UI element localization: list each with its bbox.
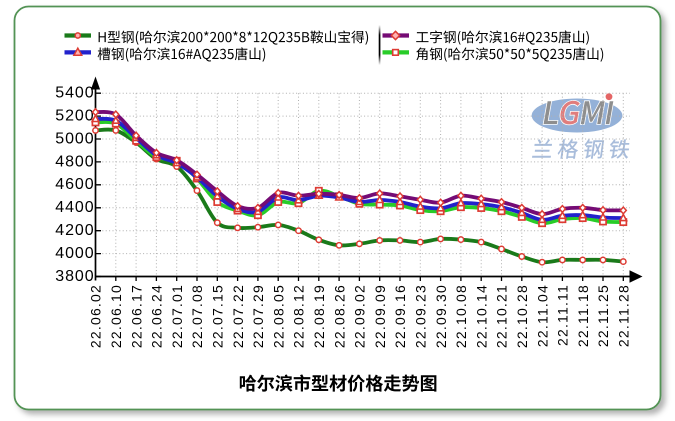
svg-text:22.07.01: 22.07.01 xyxy=(169,284,185,348)
svg-text:22.06.10: 22.06.10 xyxy=(108,284,124,348)
svg-text:3800: 3800 xyxy=(55,268,94,285)
svg-text:22.11.25: 22.11.25 xyxy=(595,284,611,347)
svg-text:22.09.30: 22.09.30 xyxy=(433,284,449,348)
svg-text:4200: 4200 xyxy=(55,222,94,239)
svg-text:5200: 5200 xyxy=(55,108,94,125)
svg-text:22.08.05: 22.08.05 xyxy=(270,284,286,348)
svg-text:22.08.26: 22.08.26 xyxy=(331,284,347,348)
svg-text:22.07.29: 22.07.29 xyxy=(250,284,266,348)
svg-text:22.09.09: 22.09.09 xyxy=(372,284,388,348)
svg-text:22.08.12: 22.08.12 xyxy=(291,284,307,348)
svg-text:22.10.21: 22.10.21 xyxy=(494,284,510,348)
svg-text:4400: 4400 xyxy=(55,199,94,216)
svg-text:5000: 5000 xyxy=(55,130,94,147)
svg-text:22.11.11: 22.11.11 xyxy=(555,284,571,346)
svg-text:22.09.23: 22.09.23 xyxy=(413,284,429,348)
svg-text:22.07.08: 22.07.08 xyxy=(189,284,205,348)
svg-text:22.10.08: 22.10.08 xyxy=(453,284,469,348)
svg-text:22.07.22: 22.07.22 xyxy=(230,284,246,348)
svg-text:22.09.02: 22.09.02 xyxy=(352,284,368,348)
svg-text:4000: 4000 xyxy=(55,245,94,262)
svg-text:22.06.24: 22.06.24 xyxy=(149,284,165,348)
svg-text:4800: 4800 xyxy=(55,153,94,170)
svg-text:22.06.02: 22.06.02 xyxy=(88,284,104,348)
svg-text:5400: 5400 xyxy=(55,85,94,102)
svg-text:22.08.19: 22.08.19 xyxy=(311,284,327,348)
svg-text:22.06.17: 22.06.17 xyxy=(128,284,144,348)
svg-text:22.07.15: 22.07.15 xyxy=(210,284,226,348)
svg-text:22.11.18: 22.11.18 xyxy=(575,284,591,347)
svg-text:22.10.14: 22.10.14 xyxy=(473,284,489,348)
svg-text:22.10.28: 22.10.28 xyxy=(514,284,530,348)
svg-text:22.11.04: 22.11.04 xyxy=(534,284,550,347)
svg-text:4600: 4600 xyxy=(55,176,94,193)
svg-text:22.09.16: 22.09.16 xyxy=(392,284,408,348)
svg-text:22.11.28: 22.11.28 xyxy=(616,284,632,347)
